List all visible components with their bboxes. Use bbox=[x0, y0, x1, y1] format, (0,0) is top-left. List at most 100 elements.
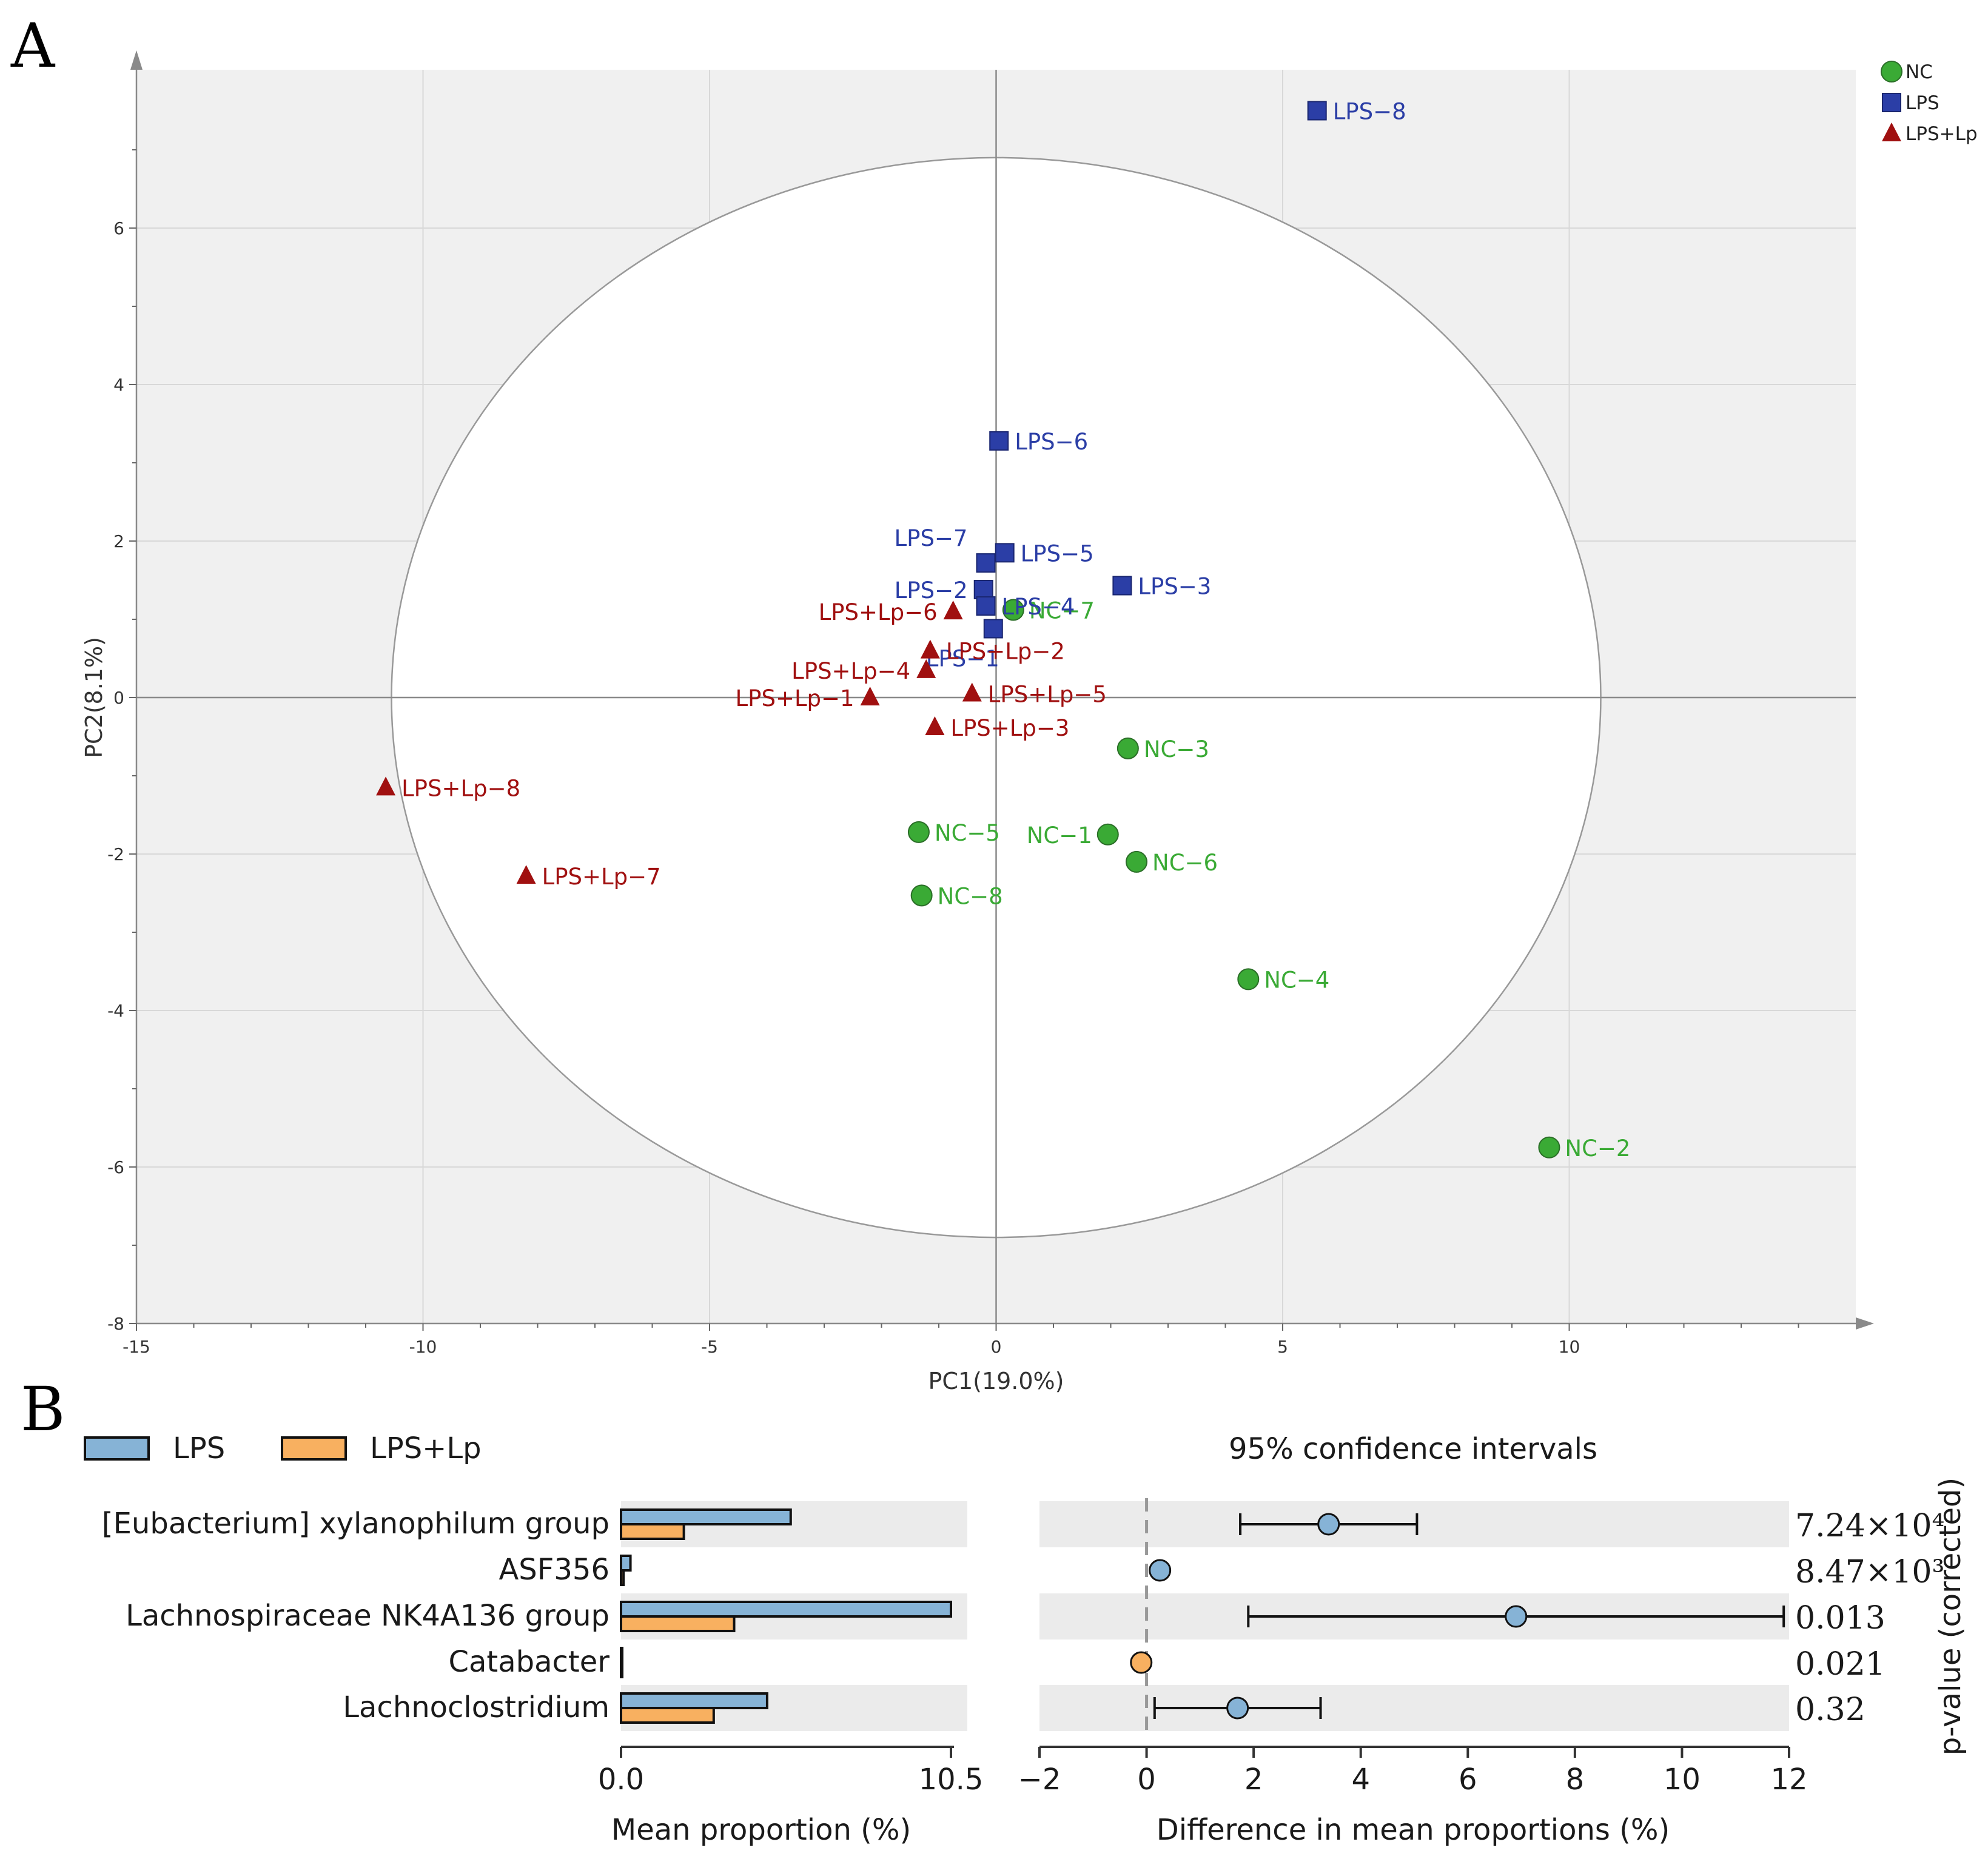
point-label: NC−7 bbox=[1029, 598, 1095, 624]
ci-title: 95% confidence intervals bbox=[1229, 1432, 1597, 1466]
point-label: LPS+Lp−1 bbox=[736, 685, 855, 711]
bar-lps bbox=[620, 1692, 768, 1709]
data-point-lps-1 bbox=[983, 619, 1003, 639]
bar-lps-lp bbox=[620, 1615, 736, 1632]
confidence-interval-plot: 95% confidence intervals 7.24×10⁴ 8.47×10³… bbox=[1018, 1432, 1967, 1847]
category-label: [Eubacterium] xylanophilum group bbox=[102, 1507, 609, 1541]
bar-lps-lp bbox=[620, 1569, 625, 1586]
x-tick-label: 10 bbox=[1559, 1337, 1580, 1357]
x-tick-label: 10 bbox=[1664, 1763, 1701, 1797]
panel-label-a: A bbox=[10, 10, 56, 81]
data-point-lps-lp-4 bbox=[916, 659, 936, 678]
point-label: LPS−4 bbox=[1001, 594, 1075, 620]
legend-swatch bbox=[84, 1436, 150, 1461]
point-label: LPS+Lp−2 bbox=[946, 639, 1065, 665]
data-point-lps-6 bbox=[989, 431, 1009, 451]
point-label: NC−1 bbox=[1027, 822, 1092, 849]
data-point-nc-3 bbox=[1117, 737, 1139, 759]
ci-point-estimate bbox=[1505, 1605, 1528, 1628]
legend-label: NC bbox=[1906, 61, 1933, 83]
point-label: NC−2 bbox=[1565, 1135, 1630, 1162]
point-label: LPS−8 bbox=[1333, 99, 1406, 125]
mean-proportion-bar-chart: [Eubacterium] xylanophilum group ASF356 La… bbox=[84, 1431, 984, 1847]
bar-lps bbox=[620, 1647, 623, 1664]
bar-lps-lp bbox=[620, 1707, 715, 1724]
data-point-lps-lp-8 bbox=[376, 776, 396, 796]
category-label: Catabacter bbox=[448, 1645, 609, 1679]
point-label: NC−3 bbox=[1144, 736, 1209, 762]
data-point-lps-lp-7 bbox=[516, 865, 536, 884]
y-axis-label: PC2(8.1%) bbox=[81, 637, 107, 758]
point-label: LPS−1 bbox=[926, 645, 999, 671]
x-axis-label: Mean proportion (%) bbox=[611, 1813, 911, 1847]
point-label: LPS−3 bbox=[1138, 574, 1211, 600]
category-label: ASF356 bbox=[499, 1553, 609, 1587]
p-value-label: 0.32 bbox=[1795, 1692, 1865, 1728]
point-label: LPS+Lp−7 bbox=[542, 864, 661, 890]
y-tick-label: -2 bbox=[107, 844, 124, 864]
y-tick-label: 6 bbox=[113, 218, 124, 238]
point-label: LPS−7 bbox=[895, 525, 968, 551]
point-label: NC−8 bbox=[938, 883, 1003, 909]
data-point-lps-5 bbox=[995, 543, 1015, 563]
x-tick-label: 8 bbox=[1566, 1763, 1585, 1797]
data-point-nc-5 bbox=[907, 821, 930, 843]
point-label: LPS−6 bbox=[1015, 429, 1088, 455]
data-point-lps-4 bbox=[976, 596, 996, 616]
p-value-label: 7.24×10⁴ bbox=[1795, 1508, 1944, 1544]
data-point-lps-lp-1 bbox=[860, 687, 880, 705]
p-value-label: 0.021 bbox=[1795, 1646, 1886, 1683]
x-tick-label: −2 bbox=[1018, 1763, 1061, 1797]
x-axis-arrow bbox=[1856, 1317, 1874, 1330]
ci-point-estimate bbox=[1317, 1513, 1340, 1536]
point-label: LPS+Lp−3 bbox=[950, 715, 1069, 741]
data-point-lps-lp-5 bbox=[962, 682, 982, 702]
point-label: LPS+Lp−4 bbox=[791, 658, 910, 684]
point-label: LPS+Lp−8 bbox=[401, 775, 520, 801]
y-tick-label: 0 bbox=[113, 688, 124, 708]
row-band bbox=[1039, 1685, 1789, 1731]
data-point-lps-lp-2 bbox=[920, 639, 940, 659]
data-point-lps-7 bbox=[976, 553, 996, 573]
p-value-axis-label: p-value (corrected) bbox=[1933, 1478, 1967, 1755]
category-label: Lachnospiraceae NK4A136 group bbox=[126, 1599, 609, 1633]
legend: NC LPS LPS+Lp bbox=[1881, 61, 1978, 145]
x-tick-label: 2 bbox=[1244, 1763, 1263, 1797]
legend-label: LPS+Lp bbox=[1906, 123, 1978, 145]
x-tick-label: 6 bbox=[1459, 1763, 1477, 1797]
x-tick-label: 5 bbox=[1277, 1337, 1288, 1357]
y-tick-label: 2 bbox=[113, 531, 124, 551]
p-value-label: 0.013 bbox=[1795, 1600, 1886, 1636]
x-tick-label: 12 bbox=[1770, 1763, 1807, 1797]
x-tick-label: 0.0 bbox=[598, 1763, 644, 1797]
series-lps: LPS−1 LPS−2 LPS−3 LPS−4 LPS−5 LPS−6 LPS−7 LPS−8 bbox=[895, 99, 1406, 672]
x-tick-label: 10.5 bbox=[919, 1763, 984, 1797]
data-point-nc-4 bbox=[1237, 968, 1260, 990]
ci-point-estimate bbox=[1149, 1559, 1172, 1582]
point-label: NC−5 bbox=[935, 820, 1000, 846]
data-point-lps-lp-6 bbox=[943, 600, 963, 620]
bar-lps-lp bbox=[620, 1523, 685, 1540]
legend-label: LPS bbox=[173, 1431, 225, 1465]
point-label: NC−4 bbox=[1264, 967, 1329, 993]
pca-plot: -15 -10 -5 0 5 10 -8 -6 -4 -2 0 2 4 6 PC1(19.0%) PC2(8.… bbox=[81, 50, 1978, 1394]
series-nc: NC−1 NC−2 NC−3 NC−4 NC−5 NC−6 NC−7 NC−8 bbox=[907, 598, 1630, 1162]
bar-lps bbox=[620, 1508, 792, 1525]
x-tick-label: -5 bbox=[701, 1337, 718, 1357]
ci-point-estimate bbox=[1226, 1697, 1249, 1720]
y-tick-label: -4 bbox=[107, 1001, 124, 1021]
data-point-nc-8 bbox=[910, 884, 933, 907]
x-axis-label: Difference in mean proportions (%) bbox=[1157, 1813, 1670, 1847]
x-tick-label: 4 bbox=[1351, 1763, 1370, 1797]
bar-lps bbox=[620, 1555, 632, 1572]
bar-lps-lp bbox=[620, 1661, 623, 1678]
legend-marker bbox=[1881, 61, 1902, 82]
legend-marker bbox=[1882, 93, 1901, 112]
data-point-lps-3 bbox=[1112, 576, 1132, 596]
p-value-label: 8.47×10³ bbox=[1795, 1554, 1944, 1590]
panel-label-b: B bbox=[21, 1374, 65, 1445]
ci-point-estimate bbox=[1130, 1651, 1153, 1674]
data-point-nc-6 bbox=[1126, 850, 1148, 873]
x-tick-label: 0 bbox=[991, 1337, 1002, 1357]
